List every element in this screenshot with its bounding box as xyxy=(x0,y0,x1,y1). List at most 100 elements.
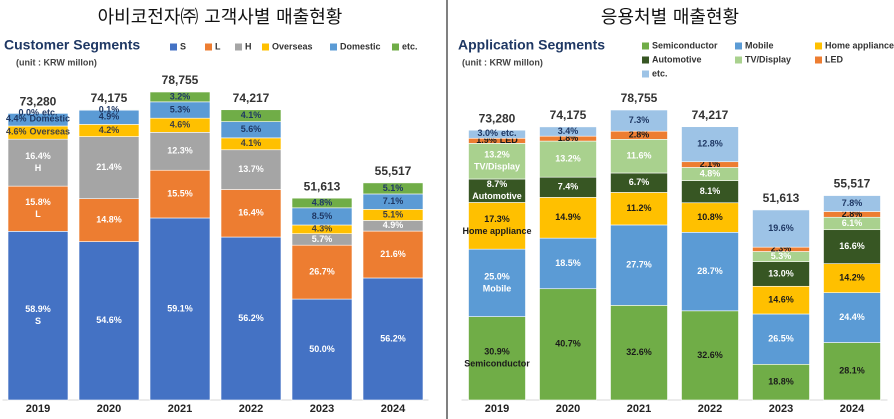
value-label: 5.1% xyxy=(383,209,404,219)
value-label: 7.1% xyxy=(383,196,404,206)
x-tick-label: 2019 xyxy=(485,403,509,415)
legend-label: Semiconductor xyxy=(652,40,718,50)
total-label: 55,517 xyxy=(375,164,412,178)
value-label: 8.5% xyxy=(312,211,333,221)
legend-swatch xyxy=(205,43,212,51)
value-label: 0.0% etc. xyxy=(18,108,57,118)
bar-segment xyxy=(291,244,353,300)
value-label: 5.3% xyxy=(771,251,792,261)
value-label-name: etc. xyxy=(501,129,517,139)
bar-segment xyxy=(7,231,69,401)
bar-segment xyxy=(752,313,810,365)
value-label: 18.5% xyxy=(555,258,581,268)
bar-segment xyxy=(539,237,597,290)
total-label: 74,217 xyxy=(692,108,729,122)
legend-swatch xyxy=(170,43,177,51)
value-label: 13.0% xyxy=(768,268,794,278)
value-label: 7.4% xyxy=(558,182,579,192)
value-label: 6.1% xyxy=(842,218,863,228)
value-label: 13.2% xyxy=(555,154,581,164)
value-label-name: Mobile xyxy=(483,283,512,293)
value-label: 14.8% xyxy=(96,215,122,225)
legend-swatch xyxy=(262,43,269,51)
bar-segment xyxy=(539,126,597,137)
chart-subtitle: Customer Segments xyxy=(4,37,140,53)
x-tick-label: 2023 xyxy=(769,403,793,415)
bar-segment xyxy=(681,232,739,312)
value-label: 3.2% xyxy=(170,91,191,101)
legend-label: LED xyxy=(825,54,844,64)
value-label: 16.4% xyxy=(25,151,51,161)
total-label: 73,280 xyxy=(479,111,516,125)
bar-segment xyxy=(220,149,282,190)
bar-segment xyxy=(149,91,211,103)
value-label: 13.7% xyxy=(238,164,264,174)
bar-segment xyxy=(823,195,881,212)
value-label: 19.6% xyxy=(768,223,794,233)
bar-segment xyxy=(78,241,140,401)
value-label: 1.9% LED xyxy=(476,135,518,145)
bar-segment xyxy=(7,113,69,127)
value-label: 58.9% xyxy=(25,304,51,314)
legend-swatch xyxy=(735,56,742,64)
legend-swatch xyxy=(392,43,399,51)
total-label: 78,755 xyxy=(621,91,658,105)
value-label: 15.8% xyxy=(25,197,51,207)
bar-segment xyxy=(681,202,739,233)
value-label: 4.3% xyxy=(312,224,333,234)
bar-segment xyxy=(823,342,881,401)
unit-note: (unit : KRW millon) xyxy=(462,57,543,67)
bar-segment xyxy=(362,277,424,401)
value-label: 59.1% xyxy=(167,303,193,313)
legend-swatch xyxy=(735,42,742,50)
value-label-number: 3.0% xyxy=(477,129,498,139)
value-label: 2.1% xyxy=(700,159,721,169)
value-label: 3.0% etc. xyxy=(477,129,516,139)
legend-label: Domestic xyxy=(340,41,381,51)
value-label: 7.3% xyxy=(629,115,650,125)
legend-label: Home appliance xyxy=(825,40,894,50)
legend-label: Overseas xyxy=(272,41,313,51)
value-label: 26.5% xyxy=(768,334,794,344)
value-label: 28.1% xyxy=(839,366,865,376)
value-label: 12.3% xyxy=(167,146,193,156)
value-label-name: H xyxy=(35,163,42,173)
value-label: 27.7% xyxy=(626,260,652,270)
total-label: 55,517 xyxy=(834,177,871,191)
value-label-name: Semiconductor xyxy=(464,359,530,369)
value-label: 5.7% xyxy=(312,234,333,244)
bar-segment xyxy=(610,139,668,174)
value-label: 4.8% xyxy=(700,168,721,178)
value-label: 4.6% Overseas xyxy=(6,127,70,137)
value-label-name: L xyxy=(35,209,41,219)
bar-segment xyxy=(149,169,211,219)
bar-segment xyxy=(823,229,881,264)
legend-label: L xyxy=(215,41,221,51)
value-label: 21.4% xyxy=(96,162,122,172)
legend-swatch xyxy=(235,43,242,51)
x-tick-label: 2021 xyxy=(627,403,651,415)
value-label: 4.1% xyxy=(241,110,262,120)
bar-segment xyxy=(468,316,526,401)
value-label: 2.3% xyxy=(771,244,792,254)
bar-segment xyxy=(78,136,140,199)
value-label: 21.6% xyxy=(380,249,406,259)
total-label: 74,175 xyxy=(550,108,587,122)
legend-swatch xyxy=(642,42,649,50)
value-label: 4.8% xyxy=(312,197,333,207)
total-label: 51,613 xyxy=(763,191,800,205)
bar-segment xyxy=(468,129,526,139)
legend-swatch xyxy=(330,43,337,51)
value-label: 8.7% xyxy=(487,179,508,189)
x-tick-label: 2020 xyxy=(556,403,580,415)
value-label: 2.8% xyxy=(842,209,863,219)
x-tick-label: 2021 xyxy=(168,403,192,415)
bar-segment xyxy=(752,285,810,315)
legend-label: etc. xyxy=(402,41,418,51)
value-label: 26.7% xyxy=(309,267,335,277)
value-label: 15.5% xyxy=(167,188,193,198)
value-label: 56.2% xyxy=(380,333,406,343)
value-label-name: LED xyxy=(500,135,519,145)
value-label: 16.4% xyxy=(238,208,264,218)
value-label: 56.2% xyxy=(238,313,264,323)
